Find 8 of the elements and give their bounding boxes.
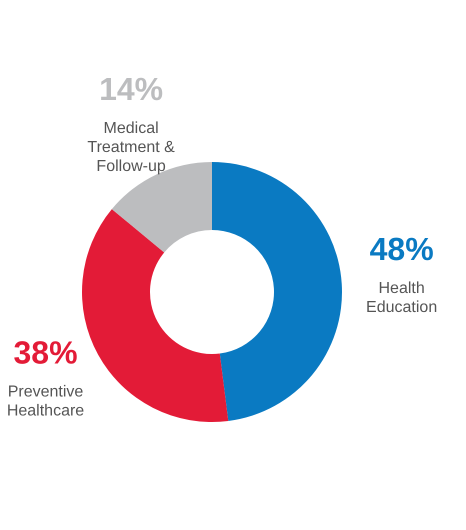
slice-label: Medical Treatment & Follow-up bbox=[87, 120, 176, 176]
data-label: 48% bbox=[370, 231, 434, 268]
data-label: 14% bbox=[99, 71, 164, 108]
slice-label: Health Education bbox=[366, 280, 438, 316]
donut-slice bbox=[212, 162, 342, 421]
data-label: 38% bbox=[13, 334, 78, 371]
slice-label: Preventive Healthcare bbox=[6, 384, 84, 420]
donut-slice bbox=[82, 209, 228, 422]
